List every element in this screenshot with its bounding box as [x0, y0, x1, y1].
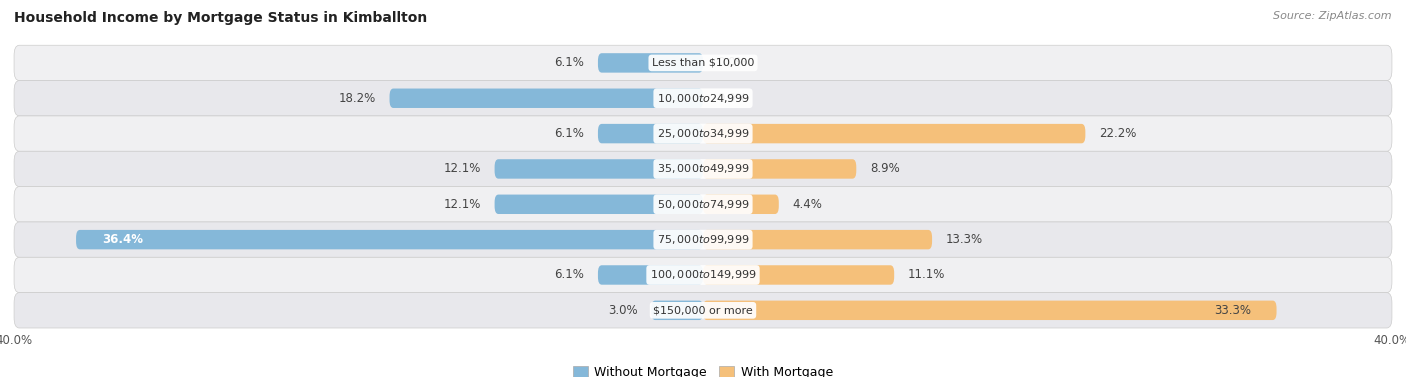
FancyBboxPatch shape	[703, 195, 779, 214]
Text: $10,000 to $24,999: $10,000 to $24,999	[657, 92, 749, 105]
Text: 0.0%: 0.0%	[717, 92, 747, 105]
Text: $75,000 to $99,999: $75,000 to $99,999	[657, 233, 749, 246]
Text: 6.1%: 6.1%	[554, 268, 583, 282]
Text: 12.1%: 12.1%	[443, 198, 481, 211]
FancyBboxPatch shape	[495, 195, 703, 214]
Text: 22.2%: 22.2%	[1099, 127, 1136, 140]
FancyBboxPatch shape	[703, 159, 856, 179]
FancyBboxPatch shape	[14, 187, 1392, 222]
Text: Household Income by Mortgage Status in Kimballton: Household Income by Mortgage Status in K…	[14, 11, 427, 25]
Legend: Without Mortgage, With Mortgage: Without Mortgage, With Mortgage	[568, 361, 838, 377]
FancyBboxPatch shape	[495, 159, 703, 179]
FancyBboxPatch shape	[14, 116, 1392, 151]
Text: 12.1%: 12.1%	[443, 162, 481, 175]
Text: 6.1%: 6.1%	[554, 57, 583, 69]
FancyBboxPatch shape	[76, 230, 703, 249]
FancyBboxPatch shape	[598, 124, 703, 143]
Text: Source: ZipAtlas.com: Source: ZipAtlas.com	[1274, 11, 1392, 21]
FancyBboxPatch shape	[703, 230, 932, 249]
Text: 36.4%: 36.4%	[101, 233, 143, 246]
FancyBboxPatch shape	[598, 53, 703, 73]
FancyBboxPatch shape	[14, 293, 1392, 328]
FancyBboxPatch shape	[651, 300, 703, 320]
FancyBboxPatch shape	[14, 257, 1392, 293]
Text: 18.2%: 18.2%	[339, 92, 375, 105]
Text: 6.1%: 6.1%	[554, 127, 583, 140]
FancyBboxPatch shape	[389, 89, 703, 108]
Text: $150,000 or more: $150,000 or more	[654, 305, 752, 315]
Text: 4.4%: 4.4%	[793, 198, 823, 211]
Text: $50,000 to $74,999: $50,000 to $74,999	[657, 198, 749, 211]
Text: $35,000 to $49,999: $35,000 to $49,999	[657, 162, 749, 175]
FancyBboxPatch shape	[703, 300, 1277, 320]
FancyBboxPatch shape	[703, 124, 1085, 143]
Text: 33.3%: 33.3%	[1213, 304, 1251, 317]
Text: 11.1%: 11.1%	[908, 268, 945, 282]
Text: Less than $10,000: Less than $10,000	[652, 58, 754, 68]
Text: 13.3%: 13.3%	[946, 233, 983, 246]
Text: 3.0%: 3.0%	[607, 304, 637, 317]
FancyBboxPatch shape	[598, 265, 703, 285]
Text: 0.0%: 0.0%	[717, 57, 747, 69]
Text: $100,000 to $149,999: $100,000 to $149,999	[650, 268, 756, 282]
FancyBboxPatch shape	[703, 265, 894, 285]
FancyBboxPatch shape	[14, 45, 1392, 81]
FancyBboxPatch shape	[14, 81, 1392, 116]
FancyBboxPatch shape	[14, 222, 1392, 257]
Text: $25,000 to $34,999: $25,000 to $34,999	[657, 127, 749, 140]
FancyBboxPatch shape	[14, 151, 1392, 187]
Text: 8.9%: 8.9%	[870, 162, 900, 175]
